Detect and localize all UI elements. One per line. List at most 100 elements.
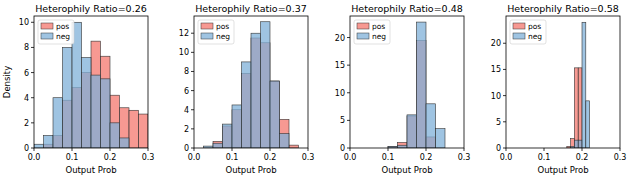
- bar: [289, 145, 299, 148]
- legend-box: [38, 20, 74, 44]
- y-tick: [191, 90, 194, 91]
- subplot: 0.00.10.20.3024681012Heterophily Ratio=0…: [179, 3, 315, 175]
- y-tick: [347, 120, 350, 121]
- bar: [270, 81, 280, 148]
- bar: [398, 145, 408, 148]
- y-tick-label: 20: [335, 34, 345, 43]
- legend-label: pos: [216, 22, 229, 31]
- x-tick-label: 0.2: [264, 153, 277, 162]
- y-tick-label: 15: [335, 61, 345, 70]
- y-tick: [347, 148, 350, 149]
- x-tick: [350, 148, 351, 151]
- x-tick-label: 0.1: [226, 153, 239, 162]
- y-tick: [503, 69, 506, 70]
- legend-label: pos: [372, 22, 385, 31]
- legend-label: pos: [56, 22, 69, 31]
- y-tick: [191, 71, 194, 72]
- legend-box: [198, 20, 234, 44]
- x-label: Output Prob: [537, 165, 588, 175]
- x-tick: [72, 148, 73, 151]
- bar: [251, 33, 261, 148]
- legend-label: pos: [528, 22, 541, 31]
- y-tick-label: 10: [335, 89, 345, 98]
- bar: [574, 140, 578, 148]
- bar: [270, 81, 280, 148]
- y-tick: [347, 92, 350, 93]
- legend-label: neg: [216, 32, 230, 41]
- bar: [417, 22, 427, 148]
- x-tick: [232, 148, 233, 151]
- y-tick: [503, 95, 506, 96]
- y-tick: [31, 72, 34, 73]
- y-tick-label: 2: [24, 119, 29, 128]
- bar: [261, 22, 271, 148]
- x-tick-label: 0.3: [142, 153, 155, 162]
- frame: [506, 16, 620, 148]
- x-tick: [308, 148, 309, 151]
- y-tick: [31, 22, 34, 23]
- figure: 0.0 0.1 0.2 0.3 0 2 4 6 8 10 Heterophily Ratio=0.2…: [0, 0, 640, 180]
- y-tick: [503, 148, 506, 149]
- legend-swatch: [41, 33, 53, 39]
- x-tick-label: 0.0: [344, 153, 357, 162]
- y-tick-label: 2: [184, 125, 189, 134]
- y-tick: [503, 121, 506, 122]
- bars: [567, 22, 590, 148]
- frame: [194, 16, 308, 148]
- bar: [139, 114, 149, 148]
- x-tick: [388, 148, 389, 151]
- bar: [120, 108, 130, 148]
- y-tick-label: 0: [24, 144, 29, 153]
- frame: [350, 16, 464, 148]
- bar: [129, 110, 139, 148]
- legend-swatch: [41, 23, 53, 29]
- y-label: Density: [2, 66, 12, 98]
- bar: [586, 101, 590, 148]
- title: Heterophily Ratio=0.26: [35, 3, 147, 14]
- x-tick: [620, 148, 621, 151]
- x-tick-label: 0.0: [28, 153, 41, 162]
- legend-label: neg: [528, 32, 542, 41]
- y-tick: [191, 109, 194, 110]
- subplot: 0.00.10.20.305101520Heterophily Ratio=0.…: [491, 3, 627, 175]
- bar: [110, 95, 120, 148]
- legend-box: [354, 20, 390, 44]
- y-tick: [31, 97, 34, 98]
- legend-swatch: [201, 23, 213, 29]
- x-tick: [544, 148, 545, 151]
- title: Heterophily Ratio=0.58: [507, 3, 619, 14]
- x-tick-label: 0.1: [66, 153, 79, 162]
- x-tick: [426, 148, 427, 151]
- y-tick: [31, 122, 34, 123]
- y-tick-label: 0: [496, 144, 501, 153]
- y-tick-label: 12: [179, 29, 189, 38]
- x-tick: [464, 148, 465, 151]
- x-tick-label: 0.2: [576, 153, 589, 162]
- legend-swatch: [357, 33, 369, 39]
- x-tick-label: 0.2: [104, 153, 117, 162]
- x-label: Output Prob: [65, 165, 116, 175]
- x-tick-label: 0.3: [458, 153, 471, 162]
- x-tick-label: 0.1: [382, 153, 395, 162]
- y-tick-label: 15: [491, 65, 501, 74]
- bar: [407, 115, 417, 148]
- x-tick-label: 0.0: [500, 153, 513, 162]
- y-tick-label: 8: [184, 67, 189, 76]
- y-tick-label: 4: [24, 94, 29, 103]
- bar: [34, 144, 44, 148]
- x-tick-label: 0.1: [538, 153, 551, 162]
- y-tick-label: 4: [184, 106, 189, 115]
- x-tick-label: 0.3: [302, 153, 315, 162]
- y-tick-label: 5: [496, 118, 501, 127]
- subplot: 0.00.10.20.30246810Heterophily Ratio=0.2…: [2, 3, 154, 175]
- y-tick-label: 5: [340, 116, 345, 125]
- bar: [280, 134, 290, 148]
- title: Heterophily Ratio=0.37: [195, 3, 307, 14]
- y-tick: [31, 148, 34, 149]
- bar: [91, 41, 101, 148]
- legend-swatch: [513, 23, 525, 29]
- frame: [34, 16, 148, 148]
- y-tick-label: 6: [184, 87, 189, 96]
- y-tick-label: 6: [24, 69, 29, 78]
- y-tick-label: 0: [184, 144, 189, 153]
